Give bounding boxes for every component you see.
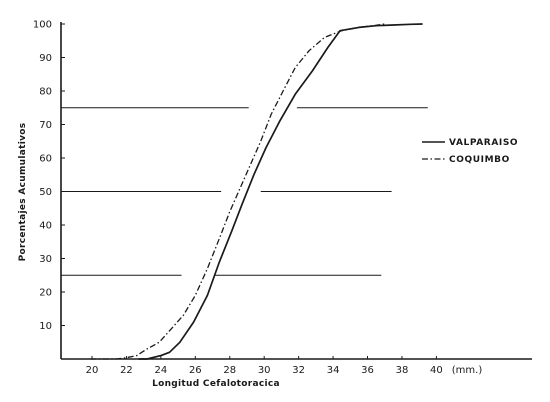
legend-label-coquimbo: COQUIMBO [449, 155, 510, 165]
y-tick-label: 20 [39, 288, 52, 299]
x-axis-unit: (mm.) [452, 365, 483, 376]
x-tick-label: 36 [361, 365, 374, 376]
x-tick-label: 26 [189, 365, 202, 376]
x-tick-label: 38 [396, 365, 409, 376]
x-tick-label: 34 [327, 365, 340, 376]
y-tick-label: 40 [39, 221, 52, 232]
y-tick-label: 30 [39, 254, 52, 265]
y-tick-label: 50 [39, 187, 52, 198]
y-tick-label: 80 [39, 87, 52, 98]
y-tick-label: 70 [39, 120, 52, 131]
x-tick-label: 32 [292, 365, 305, 376]
ticks: 10 20 30 40 50 60 70 80 90 100 20 22 24 26 28 30 32 34 36 3… [33, 20, 443, 377]
axes [60, 22, 532, 360]
x-tick-label: 40 [430, 365, 443, 376]
x-tick-label: 22 [120, 365, 133, 376]
y-tick-label: 60 [39, 154, 52, 165]
legend: VALPARAISO COQUIMBO [422, 138, 518, 165]
y-axis-title: Porcentajes Acumulativos [18, 123, 28, 262]
y-tick-label: 100 [33, 20, 52, 31]
reference-lines [61, 107, 428, 276]
x-tick-label: 30 [258, 365, 271, 376]
legend-label-valparaiso: VALPARAISO [449, 138, 518, 148]
y-tick-label: 90 [39, 53, 52, 64]
series-lines [90, 23, 423, 360]
x-axis-title: Longitud Cefalotoracica [152, 379, 280, 389]
x-tick-label: 28 [223, 365, 236, 376]
x-tick-label: 24 [155, 365, 168, 376]
series-line-coquimbo [90, 23, 385, 360]
x-tick-label: 20 [86, 365, 99, 376]
y-tick-label: 10 [39, 321, 52, 332]
